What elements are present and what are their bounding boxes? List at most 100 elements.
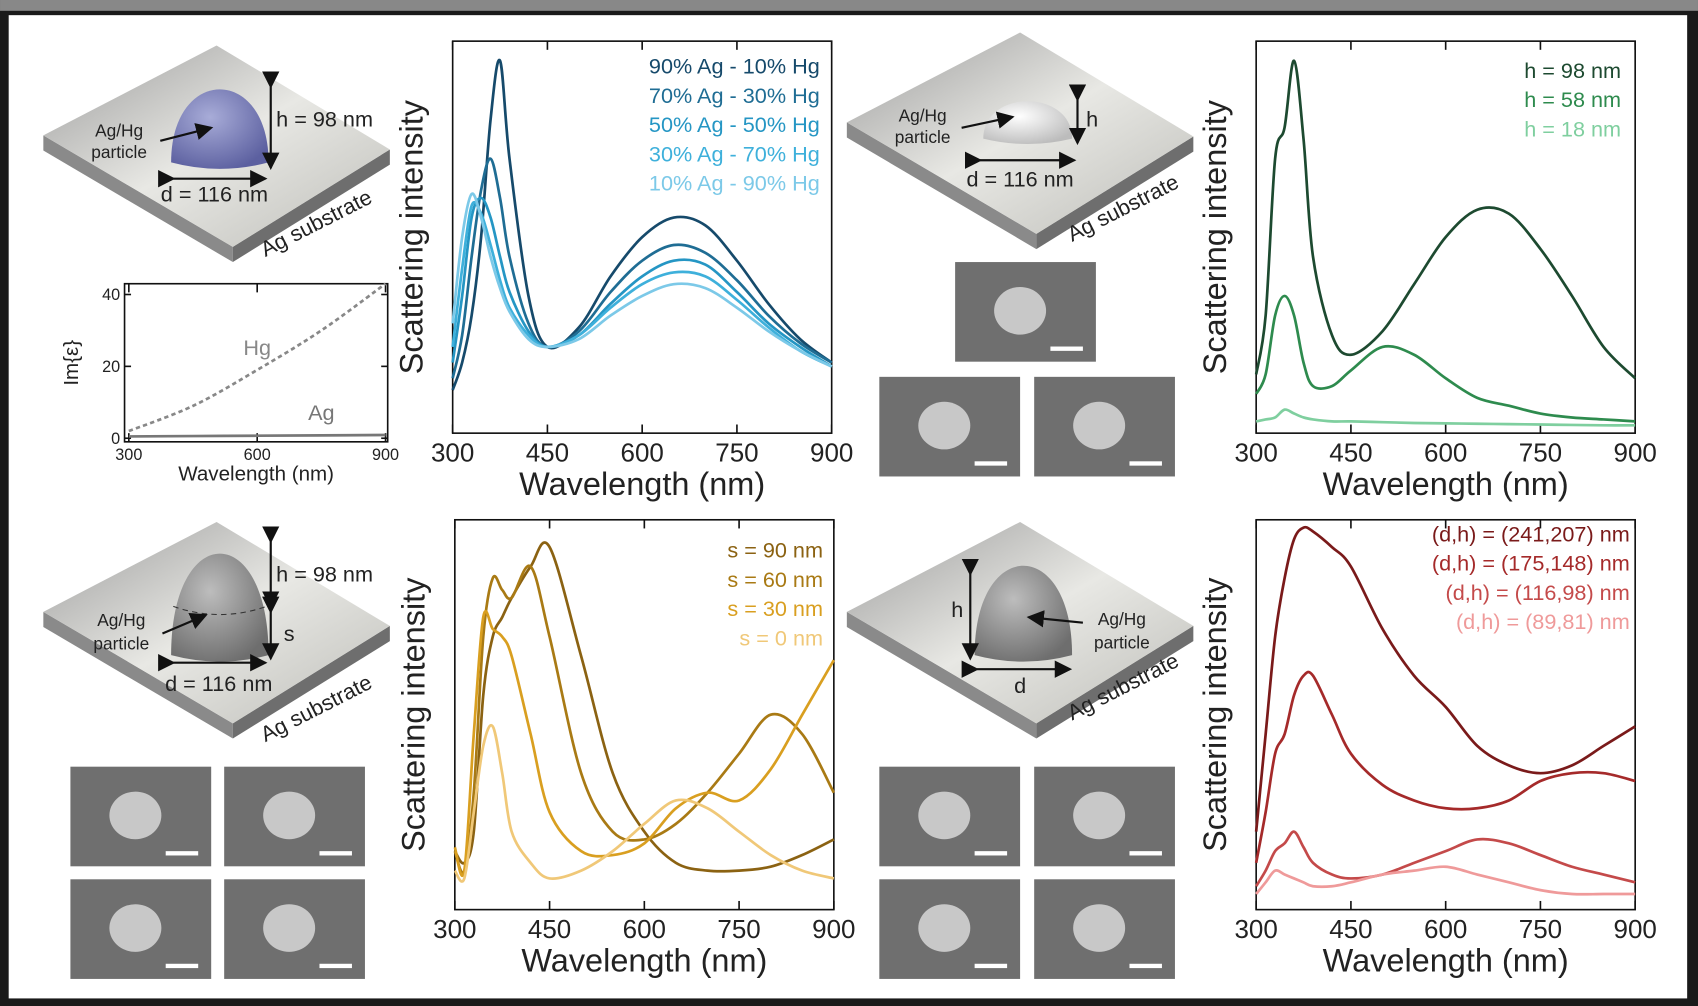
legend-label: h = 58 nm xyxy=(1524,87,1621,112)
series-line xyxy=(1255,865,1636,896)
plot-frame xyxy=(123,282,389,443)
x-tick-label: 600 xyxy=(621,437,664,467)
top-bar xyxy=(0,0,1698,11)
scale-bar xyxy=(974,851,1008,856)
substrate-side xyxy=(1036,625,1194,739)
series-line xyxy=(128,433,386,438)
series-label: Hg xyxy=(243,335,271,360)
y-axis-label: Im{ε} xyxy=(60,340,83,386)
sem-particle xyxy=(109,904,162,952)
diagram-shapes xyxy=(43,32,1194,979)
scale-bar xyxy=(1129,851,1162,856)
legend-label: (d,h) = (116,98) nm xyxy=(1446,580,1630,605)
x-axis-label: Wavelength (nm) xyxy=(1323,466,1569,502)
sem-particle xyxy=(918,791,971,840)
x-tick-label: 900 xyxy=(1614,437,1657,467)
legend-label: s = 60 nm xyxy=(727,567,823,592)
y-tick-label: 0 xyxy=(111,430,120,448)
x-tick-label: 750 xyxy=(717,914,760,944)
series-line xyxy=(1255,408,1636,427)
x-tick-label: 450 xyxy=(1329,914,1372,944)
height-label: h = 98 nm xyxy=(276,562,373,587)
sem-particle xyxy=(263,904,316,952)
particle-label: Ag/Hg xyxy=(899,105,947,125)
diameter-label: d = 116 nm xyxy=(161,181,268,206)
scale-bar xyxy=(165,851,199,856)
scale-bar xyxy=(1050,346,1083,351)
series-line xyxy=(453,564,836,875)
legend-label: (d,h) = (241,207) nm xyxy=(1432,521,1630,546)
x-tick-label: 300 xyxy=(433,914,476,944)
sem-particle xyxy=(1073,904,1126,952)
particle xyxy=(171,553,269,662)
y-axis-label: Scattering intensity xyxy=(1197,577,1233,852)
x-tick-label: 600 xyxy=(623,914,666,944)
height-label: h xyxy=(951,597,963,622)
legend-label: 30% Ag - 70% Hg xyxy=(649,141,820,166)
series-line xyxy=(451,192,833,368)
sem-particle xyxy=(994,286,1047,335)
legend-label: (d,h) = (175,148) nm xyxy=(1432,551,1630,576)
particle-label: particle xyxy=(1094,633,1150,653)
series-label: Ag xyxy=(308,400,334,425)
x-tick-label: 600 xyxy=(1424,437,1467,467)
x-tick-label: 750 xyxy=(715,437,758,467)
arrow xyxy=(961,111,1015,129)
x-tick-label: 450 xyxy=(526,437,569,467)
sem-particle xyxy=(109,791,162,840)
x-tick-label: 300 xyxy=(431,437,474,467)
arrow xyxy=(1026,610,1084,628)
y-tick-label: 20 xyxy=(102,358,120,376)
series-line xyxy=(453,723,835,883)
height-label: h = 98 nm xyxy=(276,107,373,132)
scale-bar xyxy=(319,851,352,856)
legend-label: s = 90 nm xyxy=(727,538,823,563)
substrate-side xyxy=(43,135,233,263)
diameter-label: d xyxy=(1014,673,1026,698)
particle xyxy=(171,89,269,169)
diameter-label: d = 116 nm xyxy=(966,166,1073,191)
substrate-side xyxy=(232,625,390,739)
x-tick-label: 600 xyxy=(244,446,271,464)
x-tick-label: 900 xyxy=(1614,914,1657,944)
series-line xyxy=(1254,59,1637,380)
legend-label: s = 30 nm xyxy=(727,596,823,621)
sem-particle xyxy=(918,401,971,450)
legend-label: h = 98 nm xyxy=(1524,58,1621,83)
scale-bar xyxy=(1129,963,1162,969)
series-line xyxy=(128,282,387,433)
particle-label: Ag/Hg xyxy=(97,610,145,630)
x-tick-label: 450 xyxy=(528,914,571,944)
particle-label: Ag/Hg xyxy=(95,120,143,140)
particle-label: particle xyxy=(93,634,149,654)
legend-label: 90% Ag - 10% Hg xyxy=(649,54,820,79)
x-axis-label: Wavelength (nm) xyxy=(1323,942,1569,978)
series-line xyxy=(453,609,836,877)
gap-label: s xyxy=(284,621,295,646)
x-tick-label: 900 xyxy=(812,914,855,944)
x-tick-label: 900 xyxy=(372,446,399,464)
x-tick-label: 300 xyxy=(1235,914,1278,944)
x-tick-label: 300 xyxy=(115,446,142,464)
y-axis-label: Scattering intensity xyxy=(1197,99,1233,374)
y-tick-label: 40 xyxy=(102,286,120,304)
height-label: h xyxy=(1086,107,1098,132)
scale-bar xyxy=(974,963,1008,969)
legend-label: 70% Ag - 30% Hg xyxy=(649,83,820,108)
x-tick-label: 750 xyxy=(1519,437,1562,467)
particle xyxy=(974,565,1073,662)
scale-bar xyxy=(319,963,352,969)
arrow xyxy=(160,123,214,142)
x-tick-label: 900 xyxy=(810,437,853,467)
x-tick-label: 450 xyxy=(1329,437,1372,467)
y-axis-label: Scattering intensity xyxy=(396,577,432,852)
legend-label: s = 0 nm xyxy=(739,625,823,650)
x-tick-label: 750 xyxy=(1519,914,1562,944)
legend-label: (d,h) = (89,81) nm xyxy=(1456,609,1630,634)
substrate-side xyxy=(846,122,1037,250)
series-line xyxy=(1254,670,1636,864)
series-line xyxy=(1254,525,1636,832)
substrate-side xyxy=(43,611,233,739)
